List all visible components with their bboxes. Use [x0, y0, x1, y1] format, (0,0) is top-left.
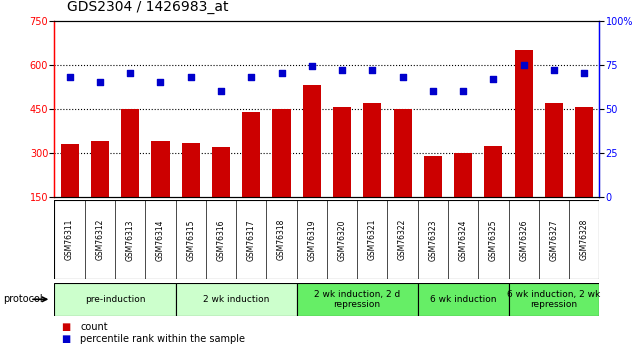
Bar — [485, 146, 503, 241]
Bar — [363, 103, 381, 241]
Text: percentile rank within the sample: percentile rank within the sample — [80, 334, 245, 344]
Point — [186, 74, 196, 80]
Bar — [181, 143, 200, 241]
Point — [276, 71, 287, 76]
Point — [397, 74, 408, 80]
Bar — [176, 283, 297, 316]
Bar — [515, 50, 533, 241]
Bar — [242, 112, 260, 241]
Bar — [121, 109, 139, 241]
Bar — [333, 107, 351, 241]
Text: GDS2304 / 1426983_at: GDS2304 / 1426983_at — [67, 0, 229, 14]
Point — [337, 67, 347, 73]
Bar — [418, 283, 508, 316]
Bar — [508, 283, 599, 316]
Bar — [545, 103, 563, 241]
Text: 2 wk induction, 2 d
repression: 2 wk induction, 2 d repression — [314, 289, 400, 309]
Point — [246, 74, 256, 80]
Bar — [272, 109, 290, 241]
Bar — [54, 283, 176, 316]
Bar — [424, 156, 442, 241]
Text: GSM76325: GSM76325 — [489, 219, 498, 260]
Text: GSM76326: GSM76326 — [519, 219, 528, 260]
Point — [519, 62, 529, 68]
Text: GSM76315: GSM76315 — [186, 219, 196, 260]
Point — [95, 80, 105, 85]
Bar — [60, 144, 79, 241]
Text: protocol: protocol — [3, 294, 43, 304]
Point — [125, 71, 135, 76]
Point — [216, 88, 226, 94]
Text: GSM76311: GSM76311 — [65, 219, 74, 260]
Text: GSM76318: GSM76318 — [277, 219, 286, 260]
Text: ■: ■ — [61, 334, 70, 344]
Text: 6 wk induction: 6 wk induction — [430, 295, 496, 304]
Text: GSM76321: GSM76321 — [368, 219, 377, 260]
Text: 2 wk induction: 2 wk induction — [203, 295, 269, 304]
Text: GSM76312: GSM76312 — [96, 219, 104, 260]
Text: GSM76317: GSM76317 — [247, 219, 256, 260]
Point — [306, 64, 317, 69]
Point — [367, 67, 378, 73]
Text: GSM76324: GSM76324 — [458, 219, 468, 260]
Text: 6 wk induction, 2 wk
repression: 6 wk induction, 2 wk repression — [507, 289, 601, 309]
Bar — [91, 141, 109, 241]
Text: GSM76328: GSM76328 — [579, 219, 588, 260]
Bar — [575, 107, 594, 241]
Point — [155, 80, 165, 85]
Text: count: count — [80, 322, 108, 332]
Bar — [303, 85, 321, 241]
Text: GSM76323: GSM76323 — [428, 219, 437, 260]
Text: ■: ■ — [61, 322, 70, 332]
Bar — [151, 141, 169, 241]
Text: GSM76322: GSM76322 — [398, 219, 407, 260]
Text: GSM76320: GSM76320 — [338, 219, 347, 260]
Bar — [454, 152, 472, 241]
Text: GSM76314: GSM76314 — [156, 219, 165, 260]
Point — [488, 76, 499, 81]
Text: GSM76327: GSM76327 — [549, 219, 558, 260]
Text: GSM76313: GSM76313 — [126, 219, 135, 260]
Text: pre-induction: pre-induction — [85, 295, 146, 304]
Point — [458, 88, 469, 94]
Point — [428, 88, 438, 94]
Bar — [297, 283, 418, 316]
Point — [579, 71, 589, 76]
Bar — [212, 147, 230, 241]
Text: GSM76316: GSM76316 — [217, 219, 226, 260]
Bar — [394, 109, 412, 241]
Text: GSM76319: GSM76319 — [307, 219, 316, 260]
Point — [65, 74, 75, 80]
Point — [549, 67, 559, 73]
